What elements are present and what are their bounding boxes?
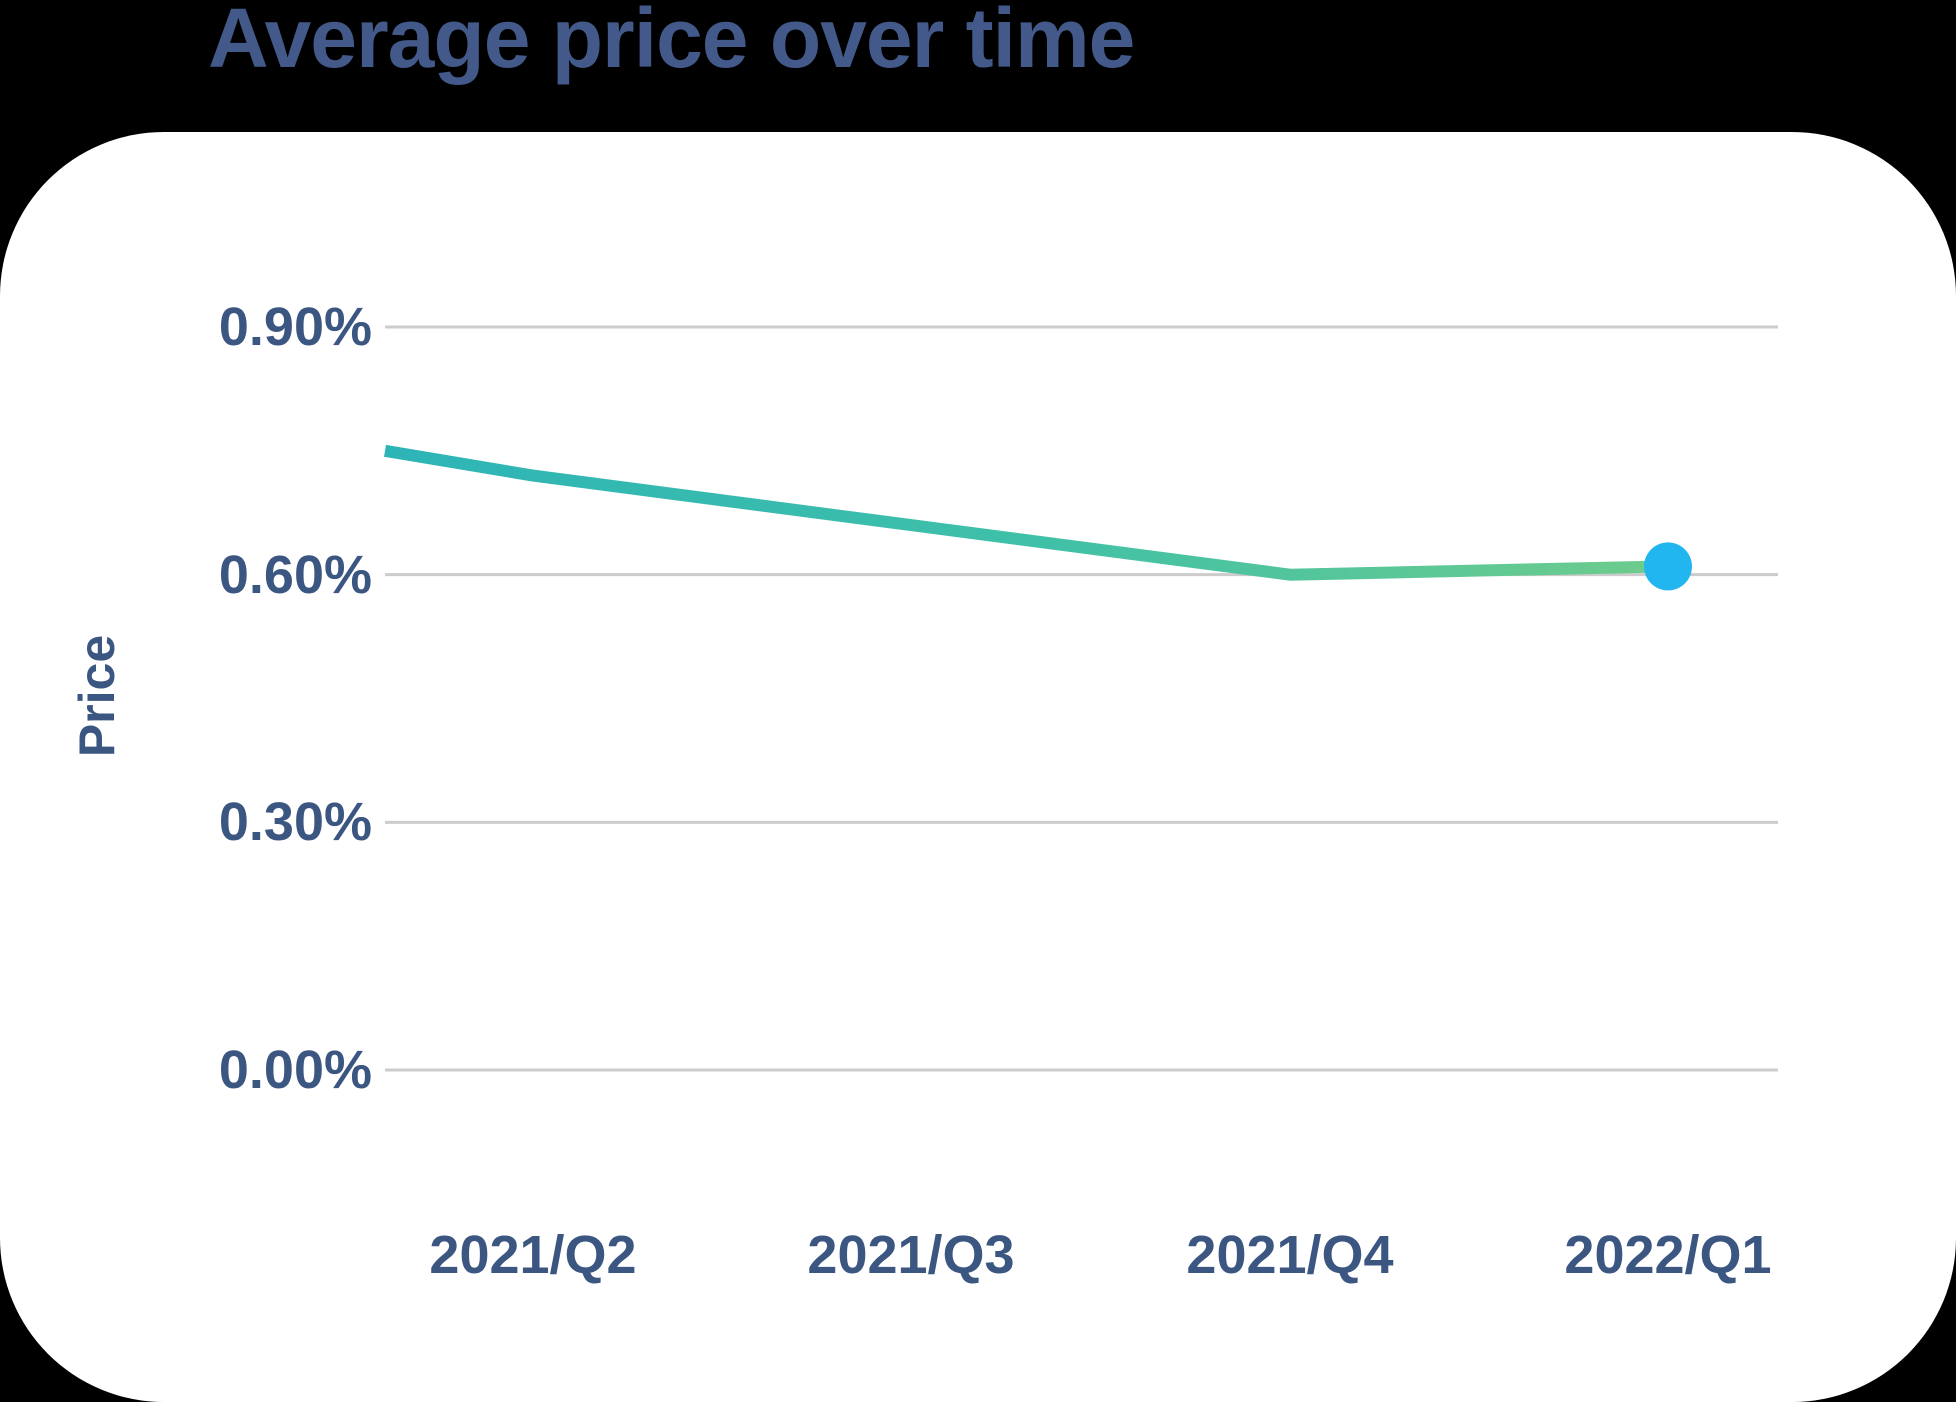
x-tick-label: 2021/Q3 xyxy=(807,1225,1015,1285)
y-tick-label: 0.00% xyxy=(218,1040,372,1100)
chart-title: Average price over time xyxy=(208,0,1135,85)
x-tick-label: 2022/Q1 xyxy=(1564,1225,1772,1285)
gridlines xyxy=(385,325,1778,1072)
data-point-marker[interactable] xyxy=(1644,542,1692,591)
y-axis-label: Price xyxy=(69,634,125,758)
chart-card xyxy=(0,132,1956,1402)
x-tick-label: 2021/Q4 xyxy=(1186,1225,1394,1285)
x-tick-label: 2021/Q2 xyxy=(429,1225,637,1285)
price-line xyxy=(384,444,1669,581)
y-tick-label: 0.30% xyxy=(218,792,372,853)
y-tick-label: 0.60% xyxy=(218,544,372,605)
y-tick-label: 0.90% xyxy=(218,297,372,357)
